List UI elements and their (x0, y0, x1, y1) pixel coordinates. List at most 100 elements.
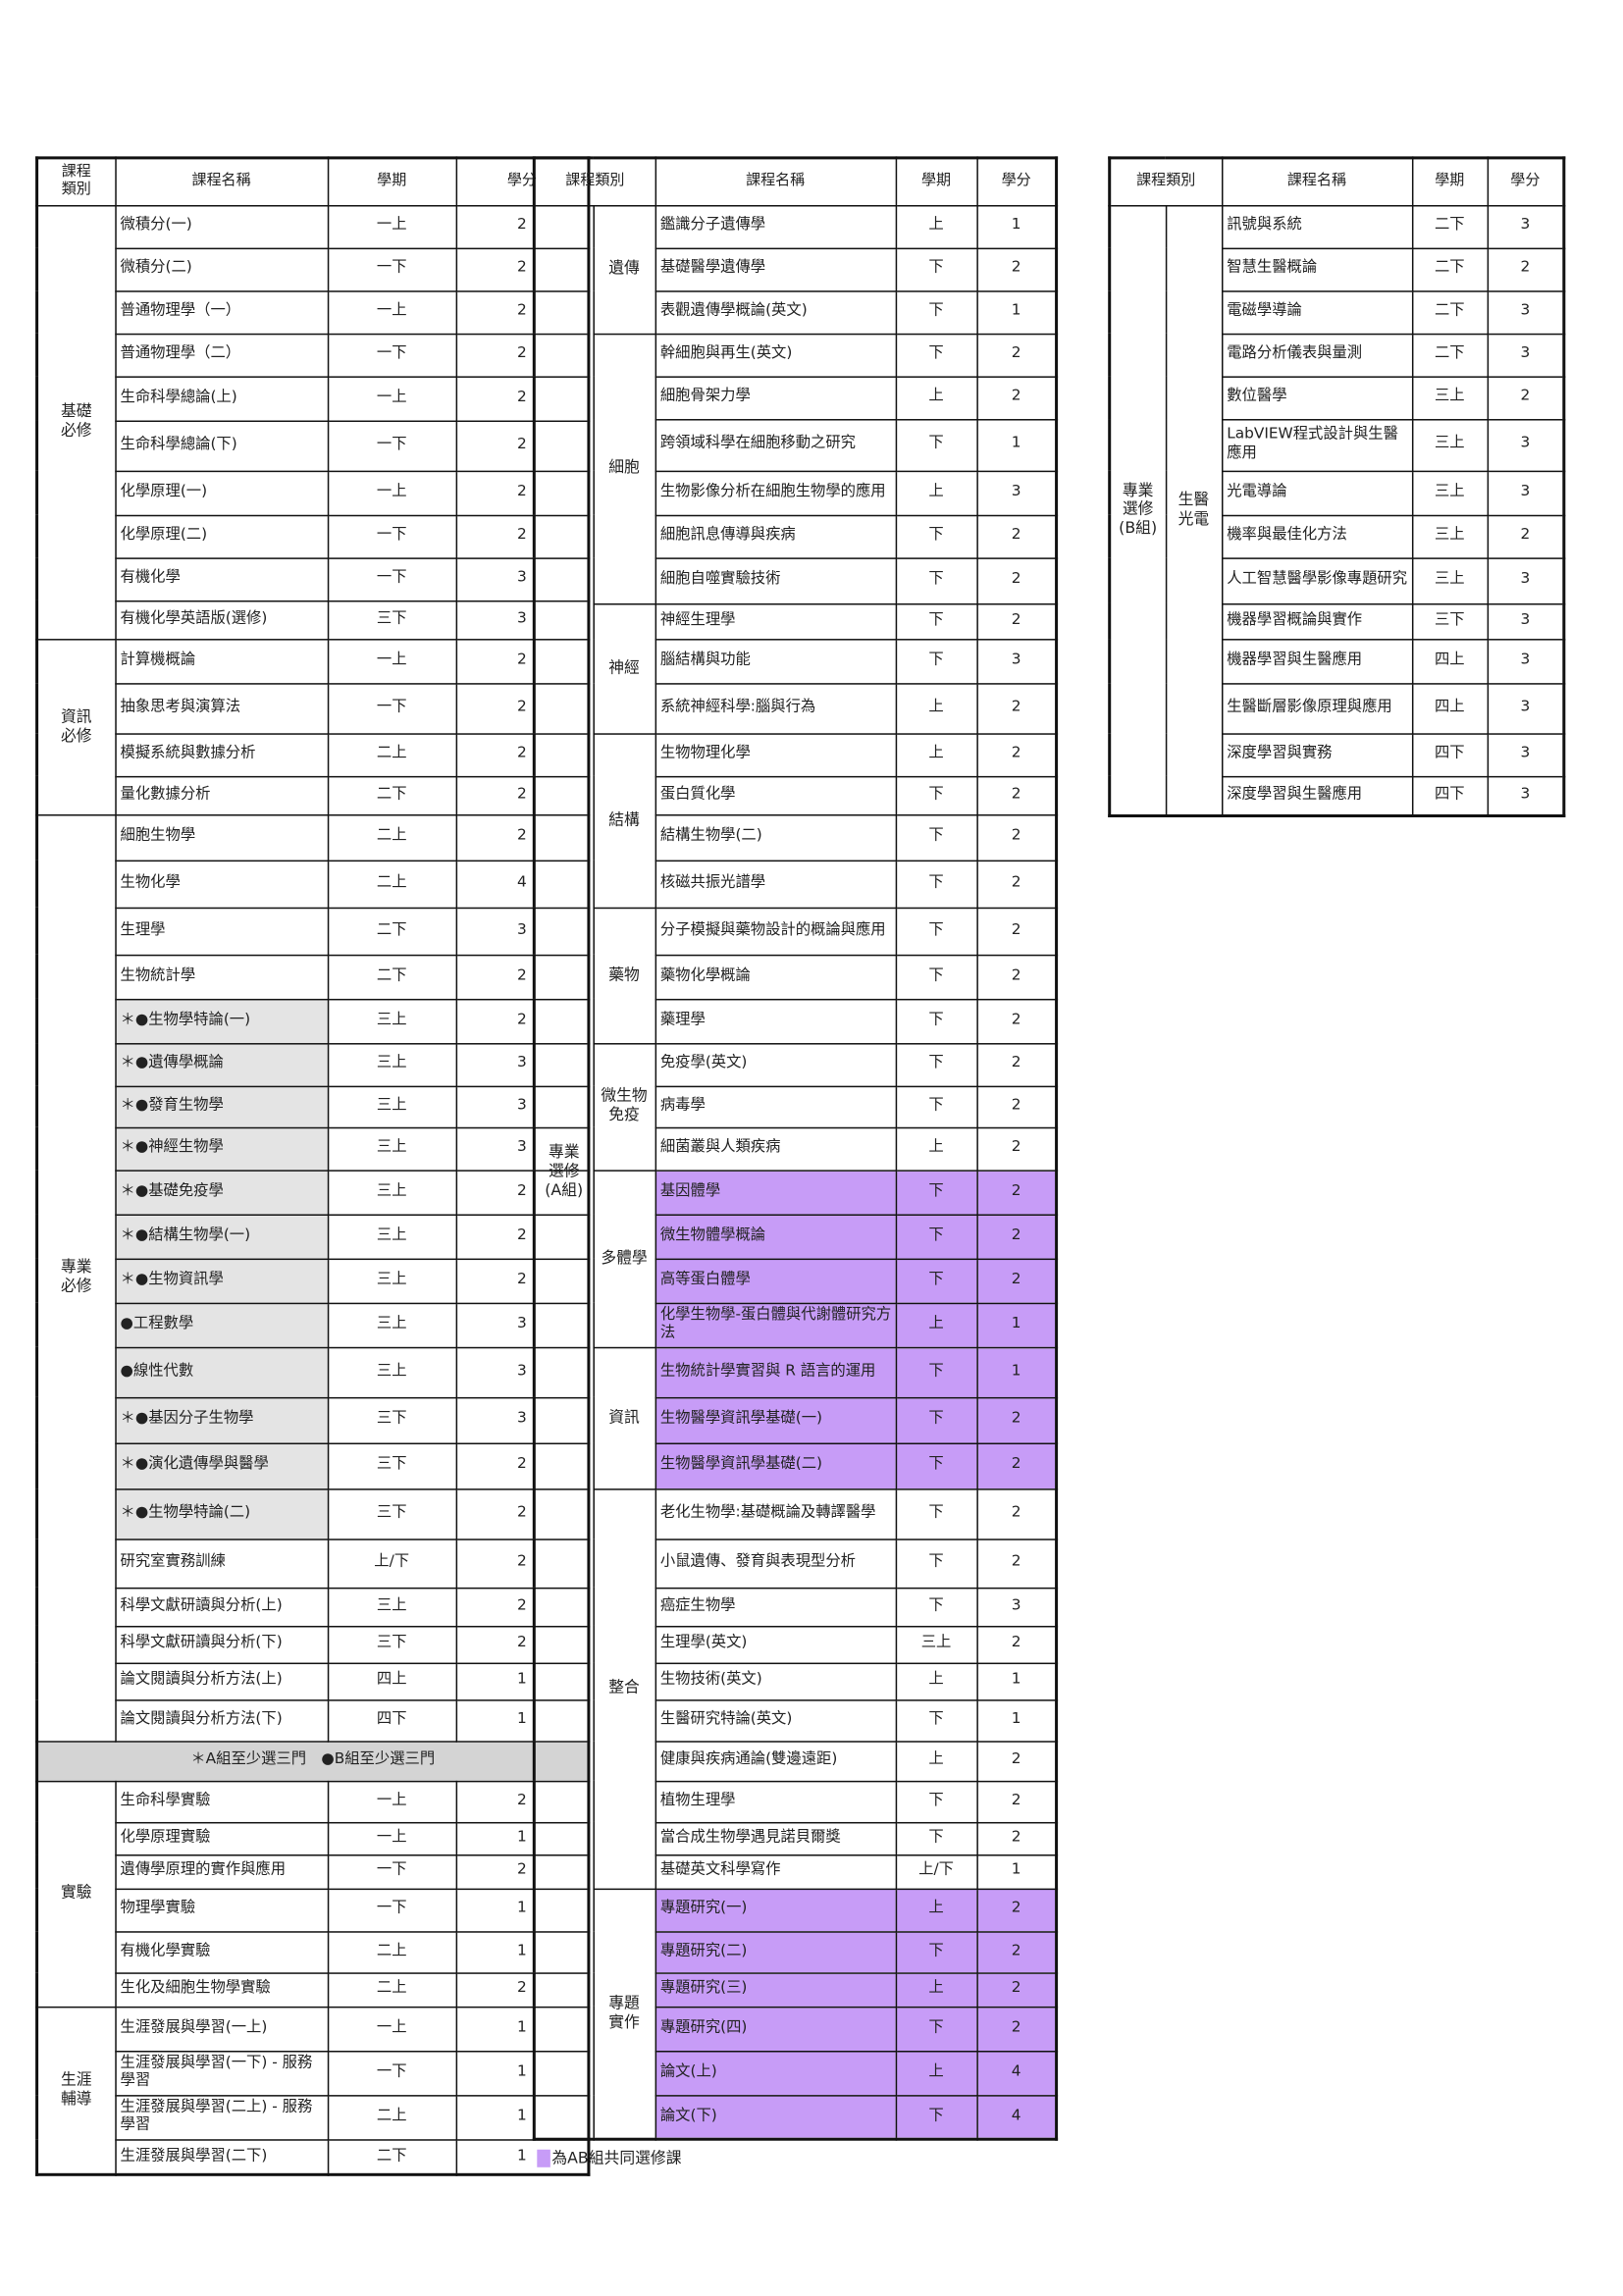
course-term: 下 (894, 1698, 978, 1742)
course-term: 下 (894, 638, 978, 684)
table-row: 藥物化學概論下 2 (534, 954, 1058, 1000)
course-name: 微積分(一) (114, 204, 329, 249)
course-name: 科學文獻研讀與分析(下) (114, 1625, 329, 1664)
table-row: 智慧生醫概論 二下 2 (1110, 246, 1565, 291)
course-name: 核磁共振光譜學 (654, 859, 897, 909)
course-credit: 3 (975, 469, 1058, 516)
table-row: 深度學習與實務 四下 3 (1110, 732, 1565, 777)
course-term: 二下 (1411, 289, 1489, 335)
course-name: 基因體學 (654, 1169, 897, 1216)
course-term: 一下 (327, 514, 457, 559)
course-name: 專題研究(二) (654, 1930, 897, 1974)
course-name: 蛋白質化學 (654, 775, 897, 815)
course-name: 基礎英文科學寫作 (654, 1853, 897, 1890)
table-row: 當合成生物學遇見諾貝爾獎下 2 (534, 1821, 1058, 1855)
course-term: 二上 (327, 1971, 457, 2008)
course-credit: 3 (1486, 204, 1565, 249)
subcategory-label: 多體學 (592, 1169, 656, 1348)
course-name: 深度學習與生醫應用 (1221, 775, 1413, 817)
course-name: 微積分(二) (114, 246, 329, 291)
table-row: 基礎英文科學寫作 上/下 1 (534, 1853, 1058, 1890)
course-term: 下 (894, 246, 978, 291)
course-term: 三上 (1411, 514, 1489, 559)
course-name: 分子模擬與藥物設計的概論與應用 (654, 906, 897, 956)
course-credit: 2 (975, 2006, 1058, 2052)
course-credit: 2 (975, 775, 1058, 815)
course-credit: 2 (975, 1441, 1058, 1489)
course-credit: 2 (975, 998, 1058, 1044)
course-name: 遺傳學原理的實作與應用 (114, 1853, 329, 1890)
table-row: 生理學 二下 3 (37, 906, 590, 956)
course-name: 量化數據分析 (114, 775, 329, 815)
table-row: 細胞訊息傳導與疾病下 2 (534, 514, 1058, 559)
course-name: 化學原理(二) (114, 514, 329, 559)
column-header: 課程類別 (533, 157, 656, 206)
course-credit: 2 (975, 732, 1058, 777)
table-header: 課程類別 課程名稱 學期 學分 (533, 157, 1058, 206)
table-row: 抽象思考與演算法 一下 2 (37, 682, 590, 735)
course-credit: 4 (975, 2050, 1058, 2096)
course-credit: 3 (1486, 556, 1565, 604)
course-term: 一下 (327, 556, 457, 601)
course-name: 細胞骨架力學 (654, 375, 897, 420)
course-name: 論文閱讀與分析方法(上) (114, 1661, 329, 1700)
table-row: ＊●基礎免疫學 三上 2 (37, 1169, 590, 1216)
course-term: 下 (894, 1084, 978, 1128)
course-term: 二下 (327, 954, 457, 1000)
purple-swatch-icon (537, 2148, 550, 2167)
table-row: 生化及細胞生物學實驗 二上 2 (37, 1971, 590, 2008)
table-row: 實驗 生命科學實驗 一上 2 (35, 1780, 590, 2008)
course-name: 機率與最佳化方法 (1221, 514, 1413, 559)
course-credit: 2 (975, 375, 1058, 420)
table-row: 生命科學總論(上) 一上 2 (37, 375, 590, 422)
course-term: 二下 (327, 2138, 457, 2176)
table-row: 生物醫學資訊學基礎(一) 下 2 (534, 1396, 1058, 1444)
course-credit: 2 (975, 1169, 1058, 1216)
course-term: 一下 (327, 682, 457, 735)
course-term: 上 (894, 682, 978, 735)
course-name: 生物醫學資訊學基礎(一) (654, 1396, 897, 1444)
course-credit: 2 (975, 813, 1058, 861)
course-term: 三上 (327, 1125, 457, 1172)
course-name: 跨領域科學在細胞移動之研究 (654, 418, 897, 472)
subcategory-label: 神經 (592, 602, 656, 735)
table-row: 整合 老化生物學:基礎概論及轉譯醫學下 2 (534, 1487, 1058, 1890)
course-name: 病毒學 (654, 1084, 897, 1128)
table-row: 論文閱讀與分析方法(上) 四上 1 (37, 1661, 590, 1700)
table-row: 化學生物學-蛋白體與代謝體研究方法上 1 (534, 1301, 1058, 1348)
course-term: 三下 (327, 1396, 457, 1444)
course-name: ＊●神經生物學 (114, 1125, 329, 1172)
table-row: 微積分(二) 一下 2 (37, 246, 590, 291)
course-term: 上 (894, 1887, 978, 1932)
course-credit: 2 (975, 1396, 1058, 1444)
column-header: 課程類別 (1108, 157, 1223, 206)
course-credit: 2 (975, 602, 1058, 640)
table-row: 深度學習與生醫應用 四下 3 (1110, 775, 1565, 817)
course-credit: 2 (975, 906, 1058, 956)
course-name: 智慧生醫概論 (1221, 246, 1413, 291)
course-name: ＊●生物學特論(二) (114, 1487, 329, 1540)
subcategory-label: 藥物 (592, 906, 656, 1044)
course-term: 下 (894, 1587, 978, 1627)
table-row: 生命科學總論(下) 一下 2 (37, 419, 590, 472)
course-credit: 2 (975, 682, 1058, 735)
course-name: LabVIEW程式設計與生醫應用 (1221, 418, 1413, 472)
table-row: 論文閱讀與分析方法(下) 四下 1 (37, 1698, 590, 1742)
table-row: LabVIEW程式設計與生醫應用 三上 3 (1110, 418, 1565, 472)
course-name: 生理學 (114, 906, 329, 956)
course-term: 二上 (327, 859, 457, 909)
course-term: 二下 (327, 775, 457, 815)
table-row: 生物統計學 二下 2 (37, 954, 590, 1000)
table-row: 光電導論 三上 3 (1110, 469, 1565, 516)
selection-note: ＊A組至少選三門 ●B組至少選三門 (35, 1740, 590, 1782)
course-term: 一上 (327, 638, 457, 684)
table-row: ＊●生物學特論(二) 三下 2 (37, 1487, 590, 1540)
course-credit: 2 (975, 1971, 1058, 2008)
course-name: 生物醫學資訊學基礎(二) (654, 1441, 897, 1489)
table-row: 人工智慧醫學影像專題研究 三上 3 (1110, 556, 1565, 604)
table-row: 模擬系統與數據分析 二上 2 (37, 732, 590, 777)
course-name: 生物影像分析在細胞生物學的應用 (654, 469, 897, 516)
course-term: 下 (894, 954, 978, 1000)
category-label: 資訊 必修 (35, 638, 117, 815)
table-row: 細胞 幹細胞與再生(英文) 下 2 (534, 333, 1058, 604)
